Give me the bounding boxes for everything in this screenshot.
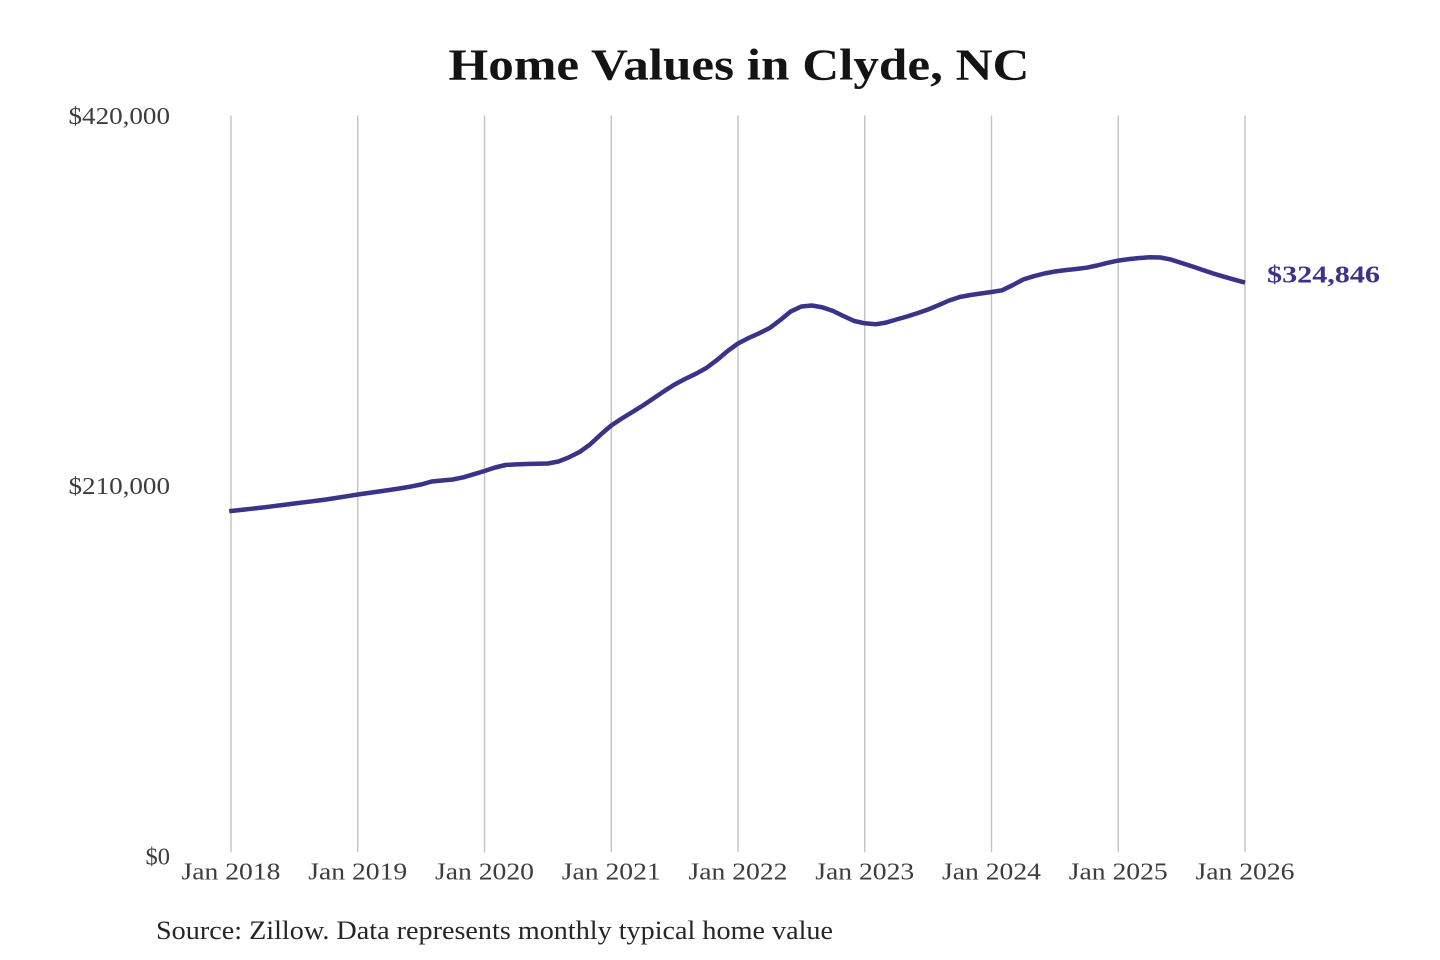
svg-text:Source: Zillow. Data represent: Source: Zillow. Data represents monthly … [156,916,833,945]
svg-text:Jan 2021: Jan 2021 [562,859,661,886]
svg-text:$0: $0 [146,844,171,871]
svg-text:Jan 2018: Jan 2018 [182,859,281,886]
svg-text:$324,846: $324,846 [1267,263,1380,289]
svg-text:Jan 2019: Jan 2019 [308,859,407,886]
svg-text:Jan 2022: Jan 2022 [689,859,788,886]
svg-text:$420,000: $420,000 [69,103,171,130]
svg-text:Home Values in Clyde, NC: Home Values in Clyde, NC [449,41,1030,90]
svg-text:Jan 2024: Jan 2024 [942,859,1041,886]
svg-text:$210,000: $210,000 [69,473,171,500]
svg-text:Jan 2020: Jan 2020 [435,859,534,886]
svg-text:Jan 2026: Jan 2026 [1196,859,1295,886]
svg-text:Jan 2023: Jan 2023 [815,859,914,886]
svg-text:Jan 2025: Jan 2025 [1069,859,1168,886]
